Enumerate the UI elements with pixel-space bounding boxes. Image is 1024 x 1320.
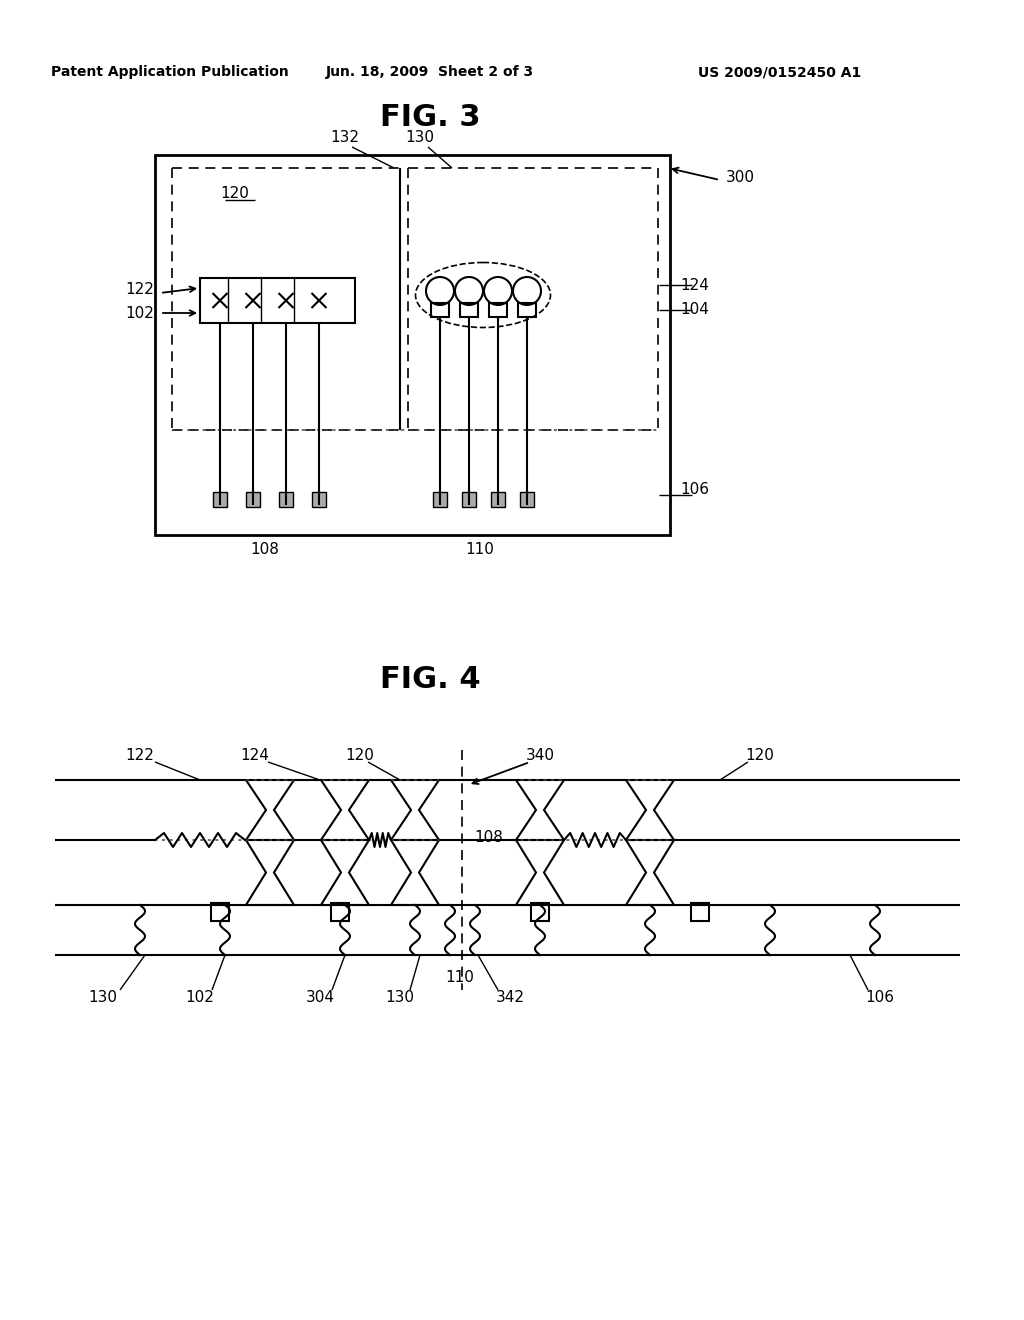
Text: 120: 120: [745, 747, 774, 763]
Polygon shape: [211, 903, 229, 921]
Text: 106: 106: [865, 990, 895, 1006]
Text: 108: 108: [251, 543, 280, 557]
Polygon shape: [246, 492, 260, 507]
Text: 120: 120: [220, 186, 250, 201]
Text: Jun. 18, 2009  Sheet 2 of 3: Jun. 18, 2009 Sheet 2 of 3: [326, 65, 535, 79]
Text: FIG. 4: FIG. 4: [380, 665, 480, 694]
Text: 120: 120: [345, 747, 375, 763]
Polygon shape: [462, 492, 476, 507]
Polygon shape: [279, 492, 293, 507]
Text: 130: 130: [385, 990, 415, 1006]
Polygon shape: [490, 492, 505, 507]
Text: Patent Application Publication: Patent Application Publication: [51, 65, 289, 79]
Polygon shape: [691, 903, 709, 921]
Text: 132: 132: [331, 131, 359, 145]
Text: 110: 110: [466, 543, 495, 557]
Text: 106: 106: [681, 483, 710, 498]
Polygon shape: [312, 492, 326, 507]
Polygon shape: [200, 279, 355, 323]
Text: 340: 340: [525, 747, 555, 763]
Text: 124: 124: [241, 747, 269, 763]
Polygon shape: [531, 903, 549, 921]
Text: 104: 104: [681, 302, 710, 318]
Text: 110: 110: [445, 970, 474, 986]
Text: 124: 124: [681, 277, 710, 293]
Text: 130: 130: [406, 131, 434, 145]
Polygon shape: [433, 492, 447, 507]
Polygon shape: [520, 492, 534, 507]
Text: 122: 122: [126, 282, 155, 297]
Text: 102: 102: [185, 990, 214, 1006]
Polygon shape: [331, 903, 349, 921]
Text: 304: 304: [305, 990, 335, 1006]
Text: 342: 342: [496, 990, 524, 1006]
Text: 108: 108: [474, 830, 503, 846]
Text: FIG. 3: FIG. 3: [380, 103, 480, 132]
Text: 300: 300: [725, 170, 755, 186]
Polygon shape: [213, 492, 227, 507]
Text: US 2009/0152450 A1: US 2009/0152450 A1: [698, 65, 861, 79]
Text: 130: 130: [88, 990, 118, 1006]
Text: 102: 102: [126, 305, 155, 321]
Text: 122: 122: [126, 747, 155, 763]
